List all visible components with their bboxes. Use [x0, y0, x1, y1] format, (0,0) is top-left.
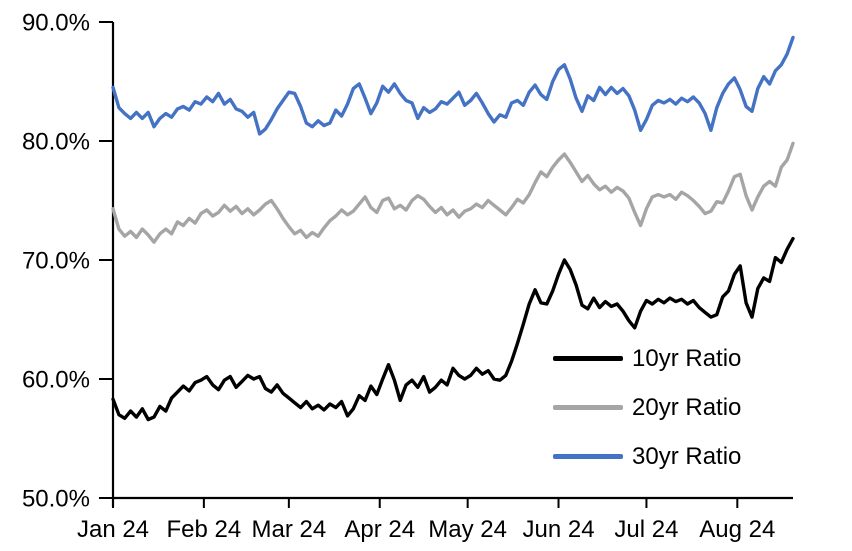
x-tick-label: Jan 24: [77, 516, 149, 543]
legend-swatch-20yr-ratio: [553, 405, 623, 410]
chart-legend: 10yr Ratio 20yr Ratio 30yr Ratio: [553, 334, 741, 481]
y-tick-label: 90.0%: [22, 10, 90, 37]
y-tick-label: 60.0%: [22, 367, 90, 394]
series-line-20yr-ratio: [111, 141, 795, 244]
series-line-10yr-ratio: [111, 236, 795, 422]
legend-label-30yr-ratio: 30yr Ratio: [632, 442, 742, 470]
legend-label-10yr-ratio: 10yr Ratio: [632, 344, 742, 372]
legend-item-30yr-ratio: 30yr Ratio: [553, 432, 741, 481]
y-tick-label: 50.0%: [22, 486, 90, 513]
legend-item-20yr-ratio: 20yr Ratio: [553, 383, 741, 432]
x-tick-label: Jun 24: [522, 516, 594, 543]
legend-item-10yr-ratio: 10yr Ratio: [553, 334, 741, 383]
series-line-30yr-ratio: [111, 35, 795, 136]
y-tick-label: 80.0%: [22, 129, 90, 156]
legend-swatch-10yr-ratio: [553, 356, 623, 361]
x-tick-label: Feb 24: [167, 516, 242, 543]
x-tick-label: Jul 24: [614, 516, 678, 543]
x-tick-label: May 24: [428, 516, 507, 543]
x-tick-label: Apr 24: [344, 516, 415, 543]
x-tick-label: Aug 24: [699, 516, 775, 543]
legend-swatch-30yr-ratio: [553, 454, 623, 459]
y-tick-label: 70.0%: [22, 248, 90, 275]
legend-label-20yr-ratio: 20yr Ratio: [632, 393, 742, 421]
x-tick-label: Mar 24: [252, 516, 327, 543]
